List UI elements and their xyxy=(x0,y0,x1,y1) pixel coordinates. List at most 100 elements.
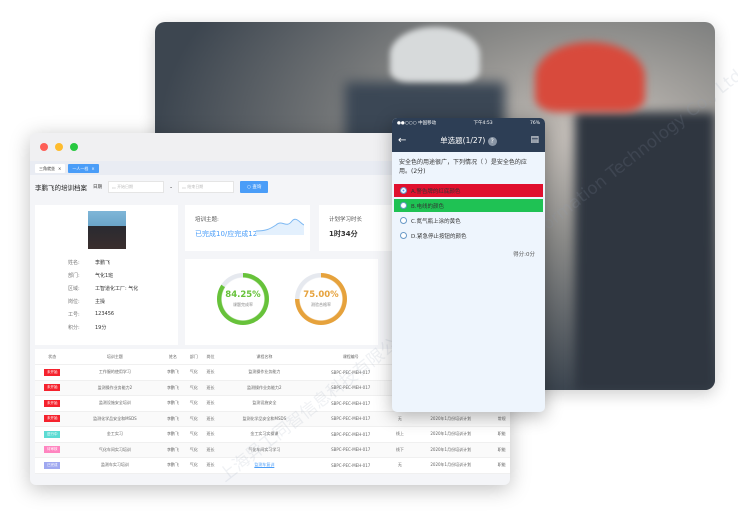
table-cell: 班长 xyxy=(202,364,219,381)
table-cell: 金工实习实操课 xyxy=(218,426,310,443)
table-cell: 监测设施安全培训 xyxy=(69,395,161,412)
status-bar: ●●○○○ 中国移动 下午4:53 76% xyxy=(392,118,545,128)
status-badge: 未开始 xyxy=(43,368,61,376)
table-cell: 无 xyxy=(391,411,409,427)
profile-key: 部门: xyxy=(68,273,80,279)
table-cell[interactable]: 监测车复训 xyxy=(218,457,310,474)
radio-icon xyxy=(400,187,407,194)
maximize-dot[interactable] xyxy=(70,143,78,151)
filter-bar: 李鹏飞的培训档案 日期 ▭ 开始日期 - ▭ 结束日期 ○ 查询 xyxy=(30,175,510,199)
radio-icon xyxy=(400,217,407,224)
question-title: 单选题(1/27) xyxy=(440,135,486,145)
nav-bar: ← 单选题(1/27) ? ▤ xyxy=(392,128,545,152)
table-cell: 气化车间实习培训 xyxy=(69,442,161,458)
option-3[interactable]: D.紧急停止按钮的颜色 xyxy=(394,229,543,242)
profile-key: 工号: xyxy=(68,312,80,318)
table-cell: 班长 xyxy=(202,395,219,412)
table-cell: 2020年1月份培训计划 xyxy=(408,457,494,474)
end-date-input[interactable]: ▭ 结束日期 xyxy=(178,181,235,193)
table-cell: 职能 xyxy=(493,426,510,443)
avatar xyxy=(88,211,126,249)
status-badge: 进行中 xyxy=(43,430,61,438)
table-cell: SBPC-PEC-MEH-017 xyxy=(309,364,392,381)
answer-card-icon[interactable]: ▤ xyxy=(530,135,539,145)
column-header[interactable]: 岗位 xyxy=(202,349,219,365)
option-label: B.电线的颜色 xyxy=(411,203,445,210)
table-cell: 2020年1月份培训计划 xyxy=(408,442,494,458)
profile-row: 部门: 气化1班 xyxy=(68,272,113,279)
calendar-icon: ▭ xyxy=(182,184,188,190)
date-label: 日期 xyxy=(93,185,102,190)
table-cell: 监测车实习培训 xyxy=(69,457,161,474)
rates-card: 84.25% 课题完成率 75.00% 测验合格率 xyxy=(185,259,378,345)
status-cell: 进行中 xyxy=(35,426,70,443)
option-1[interactable]: B.电线的颜色 xyxy=(394,199,543,212)
option-0[interactable]: A.警告牌的红底颜色 xyxy=(394,184,543,197)
table-cell: 监测操作业务能力2 xyxy=(69,380,161,396)
table-cell: 监测设施安全 xyxy=(218,395,310,412)
minimize-dot[interactable] xyxy=(55,143,63,151)
table-cell: 气化 xyxy=(185,442,203,458)
close-icon[interactable]: × xyxy=(58,166,62,171)
table-cell: SBPC-PEC-MEH-017 xyxy=(309,457,392,474)
profile-value: 工智道化工厂: 气化 xyxy=(95,286,139,292)
option-2[interactable]: C.氮气瓶上涂的黄色 xyxy=(394,214,543,227)
back-arrow-icon[interactable]: ← xyxy=(398,134,407,146)
ring-label: 测验合格率 xyxy=(311,302,331,307)
column-header[interactable]: 课程编号 xyxy=(309,349,392,365)
table-row[interactable]: 未开始 监测化学品安全和MSDS 李鹏飞 气化 班长 监测化学品安全和MSDS SBPC-P… xyxy=(35,411,510,427)
table-row[interactable]: 待审核 气化车间实习培训 李鹏飞 气化 班长 气化车间实习学习 SBPC-PEC-MEH-0… xyxy=(35,442,510,458)
table-cell: 气化 xyxy=(185,395,203,412)
column-header[interactable]: 培训主题 xyxy=(69,349,161,365)
ring-value: 84.25% xyxy=(225,290,261,300)
profile-row: 区域: 工智道化工厂: 气化 xyxy=(68,285,138,292)
table-cell: 李鹏飞 xyxy=(160,411,186,427)
topic-value: 已完成10/应完成12 xyxy=(195,230,258,238)
table-cell: 2020年1月份培训计划 xyxy=(408,411,494,427)
table-cell: SBPC-PEC-MEH-017 xyxy=(309,426,392,443)
status-cell: 未开始 xyxy=(35,395,70,412)
table-cell: 李鹏飞 xyxy=(160,457,186,474)
query-button[interactable]: ○ 查询 xyxy=(240,181,269,193)
table-cell: 2020年1月份培训计划 xyxy=(408,426,494,443)
table-cell: 班长 xyxy=(202,380,219,396)
table-row[interactable]: 进行中 金工实习 李鹏飞 气化 班长 金工实习实操课 SBPC-PEC-MEH-017 线上 2… xyxy=(35,426,510,443)
status-badge: 未开始 xyxy=(43,415,61,423)
table-cell: 监测化学品安全和MSDS xyxy=(69,411,161,427)
topic-label: 培训主题: xyxy=(195,217,219,223)
table-cell: 职能 xyxy=(493,457,510,474)
profile-key: 姓名: xyxy=(68,260,80,266)
close-icon[interactable]: × xyxy=(91,166,95,171)
table-cell: 线下 xyxy=(391,442,409,458)
carrier: ●●○○○ 中国移动 xyxy=(397,121,437,126)
column-header[interactable]: 姓名 xyxy=(160,349,186,365)
column-header[interactable]: 课程名称 xyxy=(218,349,310,365)
table-row[interactable]: 已完成 监测车实习培训 李鹏飞 气化 班长 监测车复训 SBPC-PEC-MEH-017 无 2… xyxy=(35,457,510,474)
table-cell: 监测化学品安全和MSDS xyxy=(218,411,310,427)
table-cell: 班长 xyxy=(202,442,219,458)
ring-value: 75.00% xyxy=(303,290,339,300)
table-cell: 李鹏飞 xyxy=(160,380,186,396)
table-cell: 李鹏飞 xyxy=(160,442,186,458)
table-cell: SBPC-PEC-MEH-017 xyxy=(309,442,392,458)
profile-card: 姓名: 李鹏飞 部门: 气化1班 区域: 工智道化工厂: 气化 岗位: 主操 工号: 123456… xyxy=(35,205,178,345)
tab-1[interactable]: 一人一档 × xyxy=(68,164,99,173)
tab-0[interactable]: 三角就坐 × xyxy=(35,164,66,173)
option-label: D.紧急停止按钮的颜色 xyxy=(411,233,467,240)
table-cell: 金工实习 xyxy=(69,426,161,443)
completion-ring: 84.25% 课题完成率 xyxy=(217,273,269,325)
phone-screen: ●●○○○ 中国移动 下午4:53 76% ← 单选题(1/27) ? ▤ 安全… xyxy=(392,118,545,412)
table-cell: 李鹏飞 xyxy=(160,364,186,381)
table-cell: 气化 xyxy=(185,411,203,427)
status-badge: 未开始 xyxy=(43,384,61,392)
column-header[interactable]: 部门 xyxy=(185,349,203,365)
start-date-input[interactable]: ▭ 开始日期 xyxy=(108,181,164,193)
tab-label: 一人一档 xyxy=(72,165,89,171)
table-cell: 班长 xyxy=(202,411,219,427)
separator: - xyxy=(170,183,173,191)
column-header[interactable]: 状态 xyxy=(35,349,70,365)
table-cell: 李鹏飞 xyxy=(160,395,186,412)
help-icon[interactable]: ? xyxy=(487,136,497,146)
table-cell: SBPC-PEC-MEH-017 xyxy=(309,395,392,412)
close-dot[interactable] xyxy=(40,143,48,151)
